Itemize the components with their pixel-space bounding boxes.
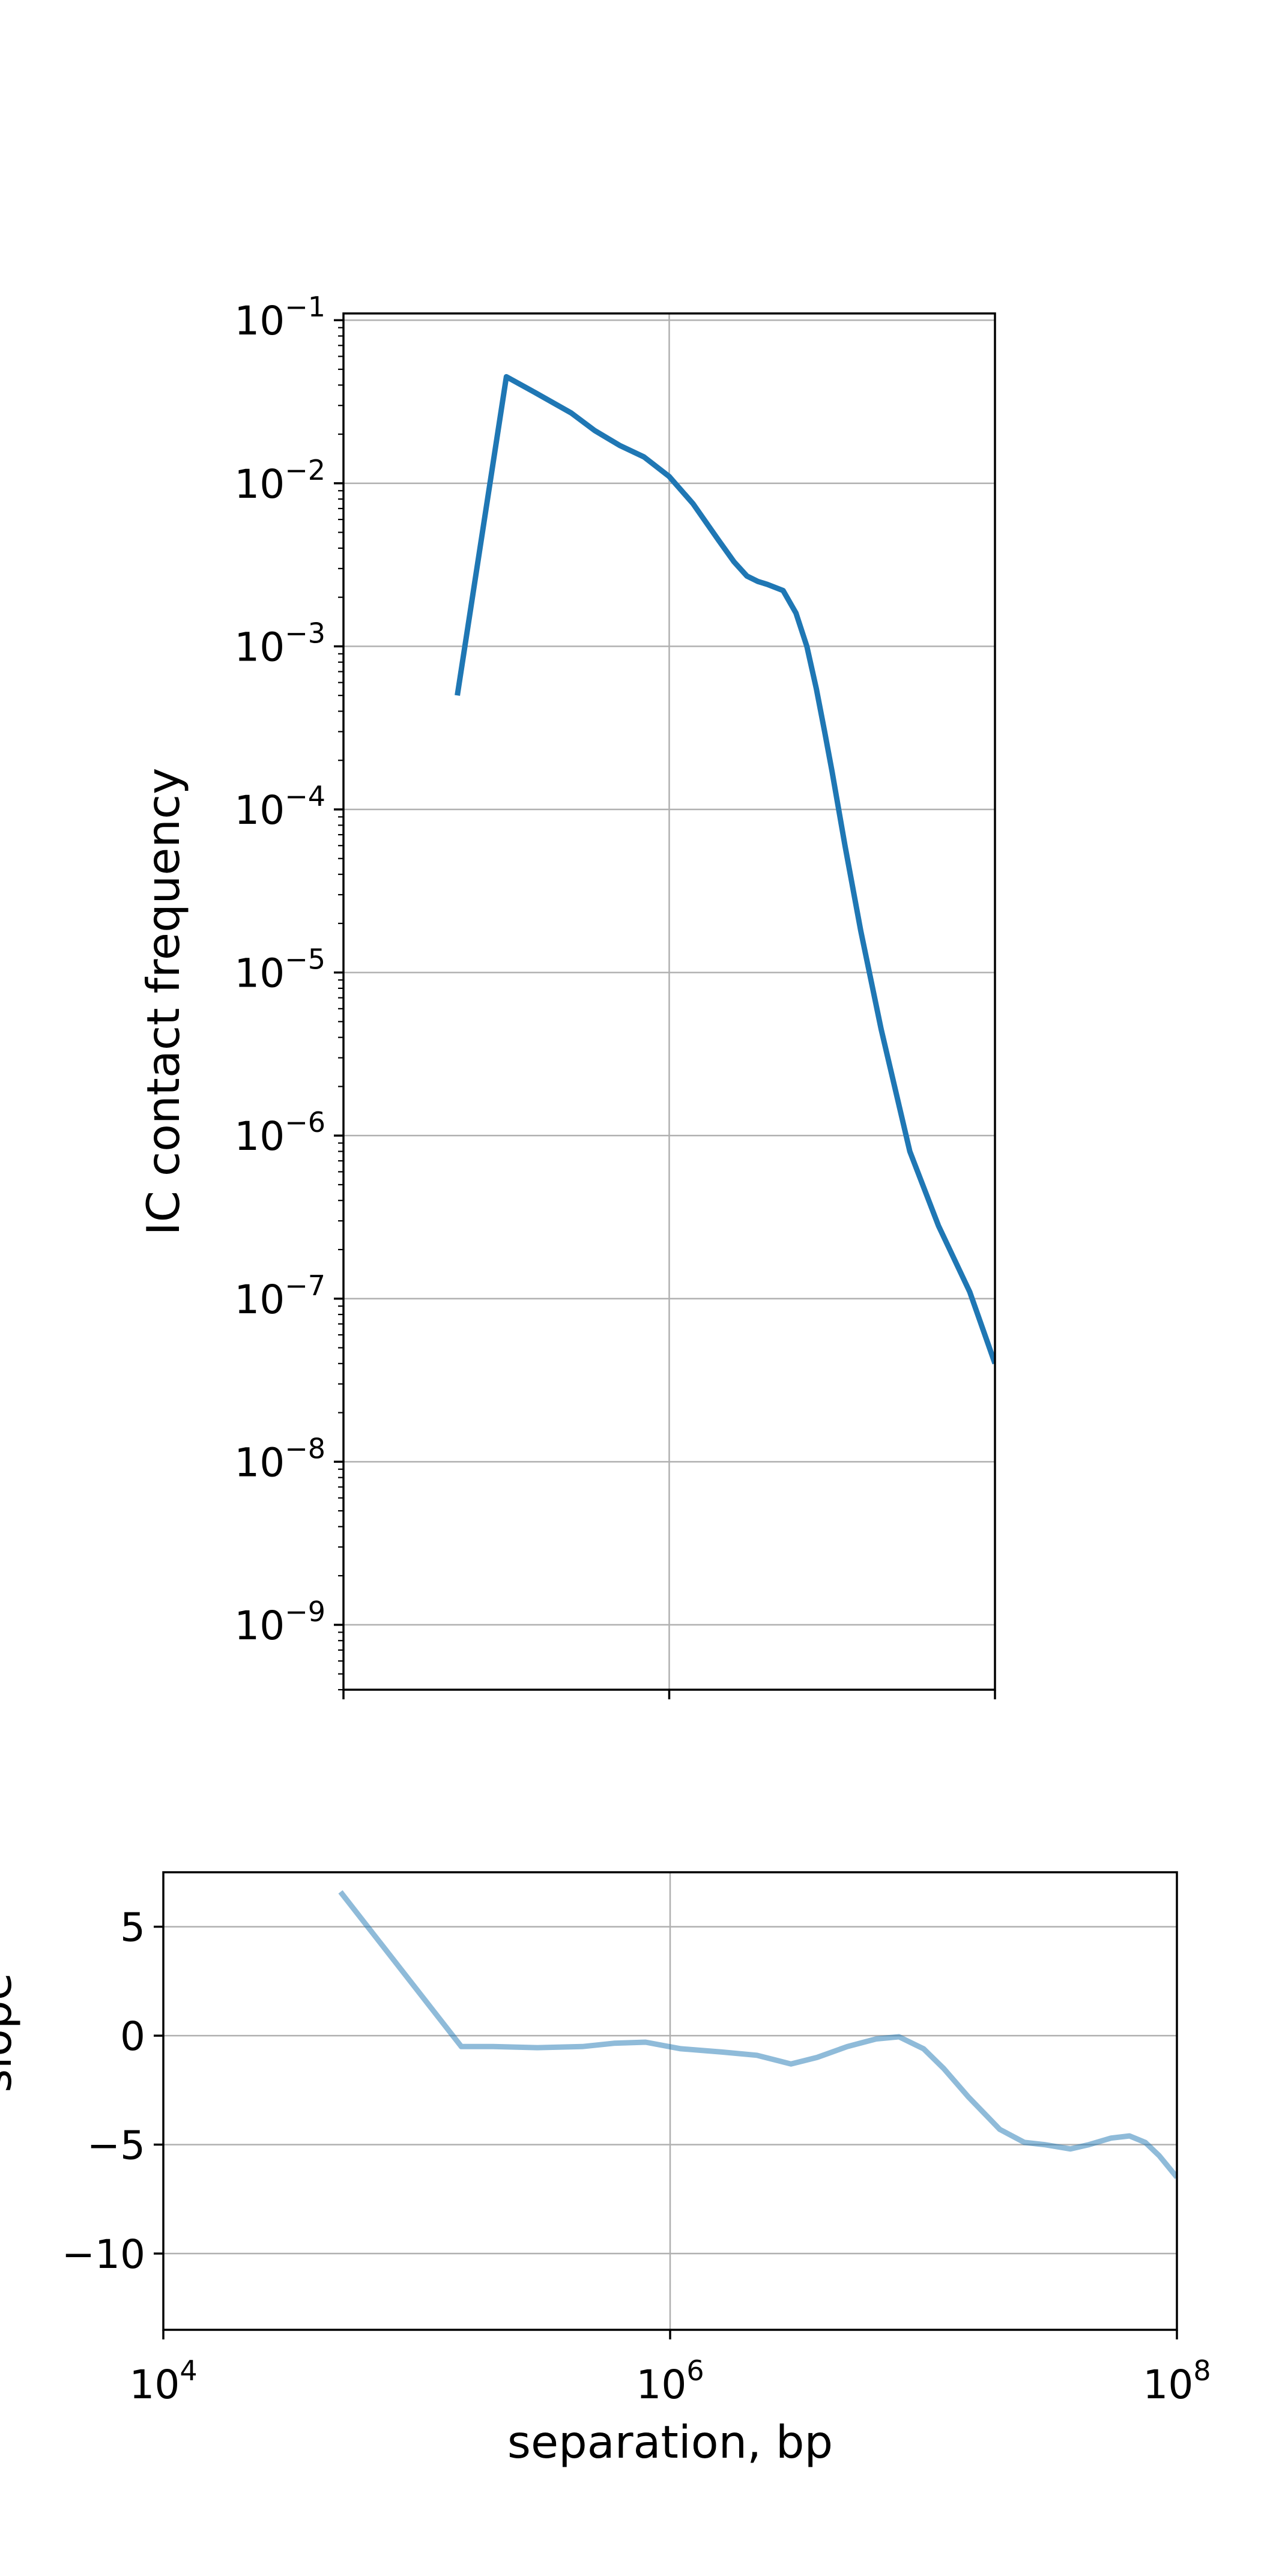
- top-y-axis-title: IC contact frequency: [137, 767, 190, 1235]
- bottom-ticks: [154, 1925, 1178, 2339]
- bottom-y-tick-label: 5: [120, 1905, 145, 1951]
- top-y-tick-label: 10−7: [234, 1269, 325, 1323]
- contact-frequency-line: [455, 373, 995, 1365]
- bottom-y-axis-title: slope: [0, 1973, 22, 2093]
- top-y-tick-label: 10−5: [234, 943, 325, 997]
- bottom-x-tick-label: 108: [1143, 2354, 1211, 2408]
- bottom-x-tick-label: 104: [129, 2354, 197, 2408]
- top-y-tick-labels: 10−9 10−8 10−7 10−6 10−5 10−4 10−3 10−2 10−1: [234, 291, 325, 1649]
- bottom-axes-frame: [162, 1871, 1178, 2331]
- top-y-tick-label: 10−6: [234, 1106, 325, 1160]
- bottom-x-tick-labels: 104 106 108: [129, 2354, 1211, 2408]
- bottom-y-tick-label: −10: [62, 2231, 145, 2278]
- bottom-x-tick-label: 106: [636, 2354, 704, 2408]
- bottom-y-tick-label: 0: [120, 2013, 145, 2060]
- top-y-tick-label: 10−3: [234, 617, 325, 670]
- bottom-y-tick-labels: 5 0 −5 −10: [62, 1905, 145, 2278]
- slope-panel: 5 0 −5 −10 104 106 108 slope separation, bp: [0, 1871, 1211, 2469]
- slope-line: [338, 1890, 1177, 2179]
- top-axes-frame: [342, 312, 996, 1691]
- top-y-tick-label: 10−4: [234, 780, 325, 833]
- top-y-tick-label: 10−2: [234, 454, 325, 507]
- top-y-tick-label: 10−9: [234, 1595, 325, 1649]
- bottom-x-axis-title: separation, bp: [507, 2416, 833, 2469]
- top-y-tick-label: 10−1: [234, 291, 325, 344]
- contact-frequency-panel: 10−9 10−8 10−7 10−6 10−5 10−4 10−3 10−2 10−1 IC …: [137, 291, 996, 1699]
- top-y-tick-label: 10−8: [234, 1432, 325, 1486]
- bottom-y-tick-label: −5: [87, 2123, 145, 2169]
